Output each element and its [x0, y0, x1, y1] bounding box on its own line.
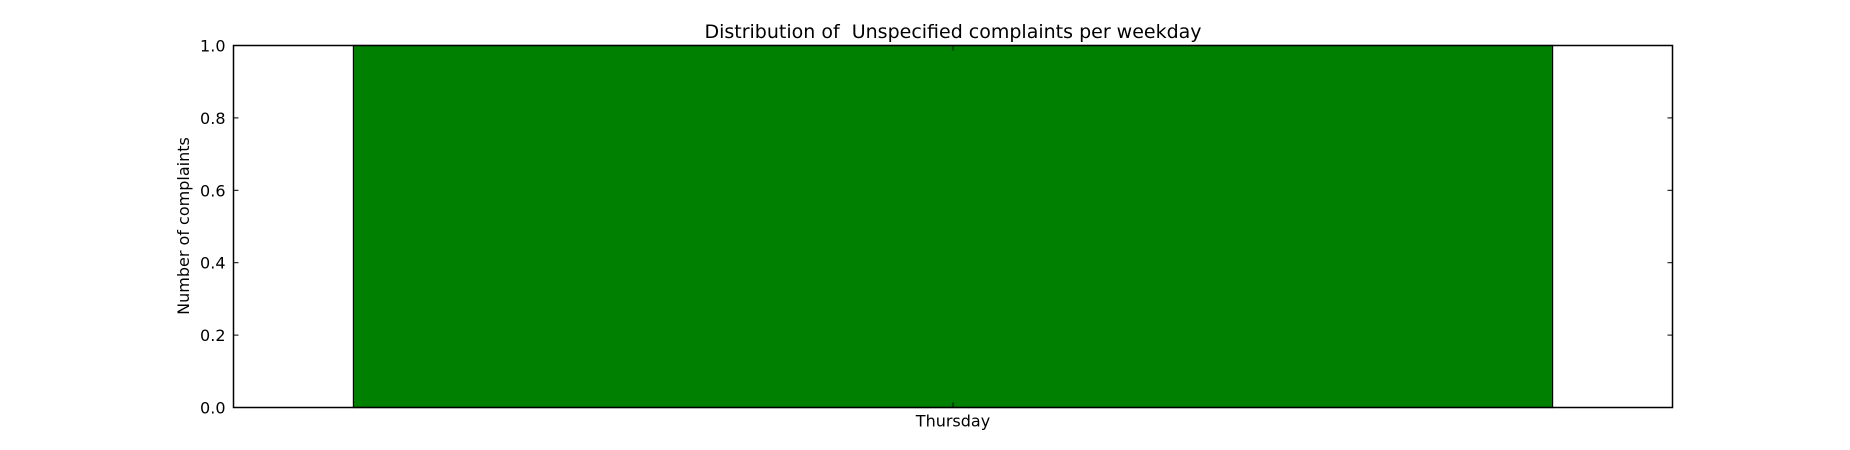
y-tick-label: 0.8: [200, 109, 225, 128]
y-tick-label: 0.4: [200, 254, 225, 273]
x-tick-label: Thursday: [915, 412, 990, 431]
plot-frame: [232, 44, 1674, 409]
ticks-layer: Thursday 0.0 0.2 0.4 0.6 0.8 1.0: [200, 37, 1673, 431]
y-tick-label: 0.2: [200, 326, 225, 345]
y-tick-label: 0.6: [200, 181, 225, 200]
bars-layer: [352, 44, 1554, 409]
bar-thursday: [352, 44, 1554, 409]
chart-title: Distribution of Unspecified complaints p…: [704, 21, 1201, 43]
y-tick-label: 1.0: [200, 37, 225, 56]
y-axis-label: Number of complaints: [174, 137, 193, 315]
y-tick-label: 0.0: [200, 399, 225, 418]
